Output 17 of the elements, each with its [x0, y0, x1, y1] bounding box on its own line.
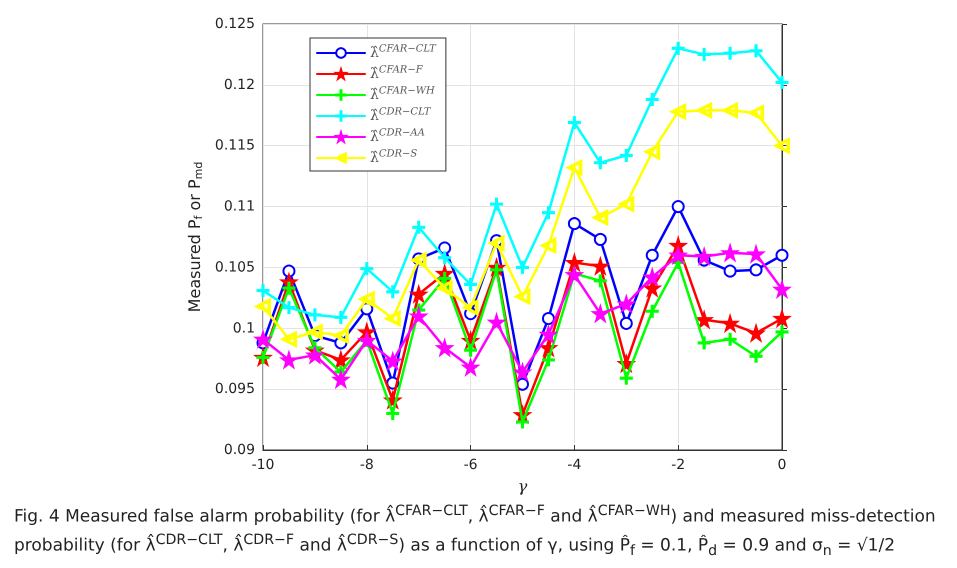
- x-tick-label: -2: [671, 457, 686, 473]
- x-tick-label: -8: [360, 457, 374, 473]
- y-tick-label: 0.12: [224, 76, 255, 93]
- y-tick-label: 0.11: [224, 198, 255, 215]
- x-tick-label: -4: [567, 457, 582, 473]
- y-tick-label: 0.1: [232, 320, 255, 336]
- y-tick-label: 0.105: [214, 259, 255, 276]
- y-axis-title: Measured Pf or Pmd: [185, 162, 206, 312]
- x-tick-label: -6: [464, 457, 478, 473]
- text: Fig. 4 Measured false alarm probability (for λ̂$^{CFAR−CLT}$, λ̂$^{CFAR−F}$ and λ̂$^{CFAR−WH}$) and measured miss-detection probability (for λ̂$^{CDR−CLT}$, λ̂$^{CDR−F}$ and λ̂$^{CDR−S}$) as a function of γ, using P̂$_{f}$ = 0.1, P̂$_{d}$ = 0.9 and σ$_{n}$ = √1/2: [14, 503, 936, 559]
- y-tick-label: 0.09: [224, 442, 255, 458]
- y-tick-label: 0.095: [214, 381, 255, 398]
- x-tick-label: 0: [778, 457, 786, 473]
- y-tick-label: 0.125: [214, 16, 255, 32]
- x-axis-title: γ: [518, 476, 528, 496]
- y-tick-label: 0.115: [214, 138, 255, 154]
- x-tick-label: -10: [252, 457, 274, 473]
